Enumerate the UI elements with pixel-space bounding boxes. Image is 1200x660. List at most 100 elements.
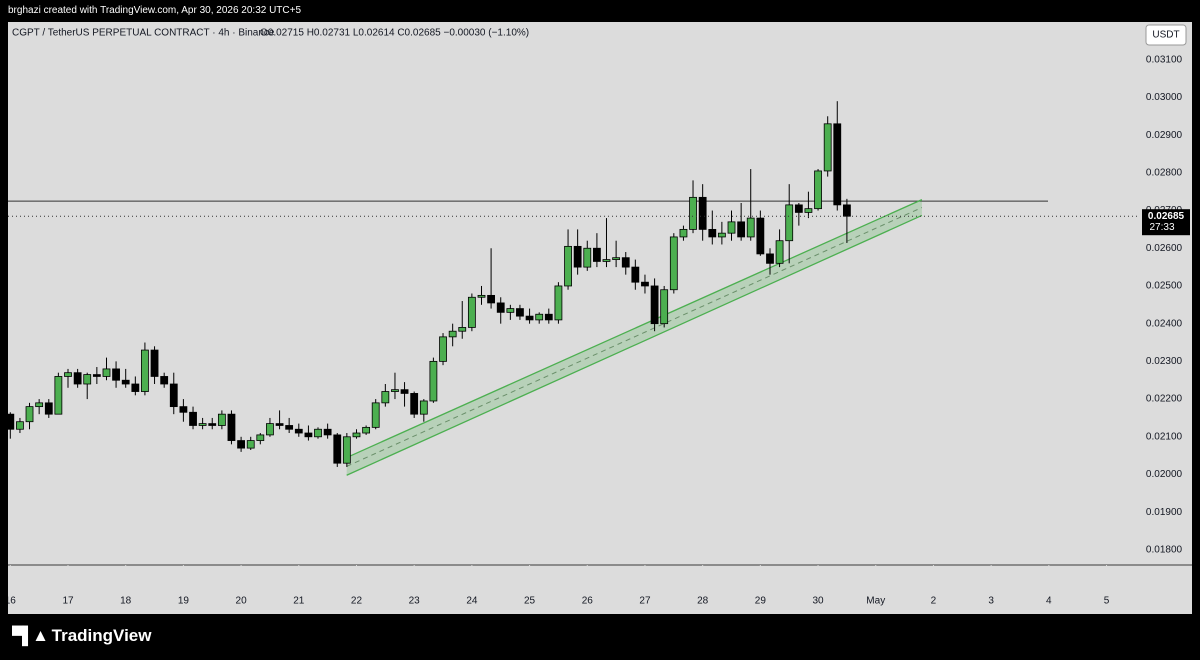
- countdown: 27:33: [1149, 222, 1174, 233]
- x-tick-label: 26: [582, 596, 594, 607]
- x-tick-label: 30: [812, 596, 824, 607]
- candle-body: [621, 257, 630, 268]
- y-tick-label: 0.02300: [1146, 356, 1183, 367]
- candle-body: [525, 315, 534, 321]
- candle-body: [516, 308, 524, 317]
- candle-body: [362, 426, 371, 434]
- y-tick-label: 0.03100: [1146, 54, 1183, 65]
- candle-body: [227, 413, 236, 441]
- currency-box[interactable]: [1145, 24, 1187, 46]
- candle-body: [410, 393, 419, 415]
- y-tick-label: 0.03000: [1146, 92, 1183, 103]
- header: brghazi created with TradingView.com, Ap…: [8, 5, 302, 16]
- candle-body: [246, 440, 255, 449]
- logo: ▀▌▲: [12, 626, 49, 645]
- candle-body: [794, 204, 803, 213]
- candle-body: [314, 428, 322, 438]
- brand-text: TradingView: [51, 626, 152, 645]
- candle-body: [477, 294, 486, 298]
- x-tick-label: 27: [639, 596, 651, 607]
- candle-body: [612, 257, 621, 260]
- candle-body: [708, 228, 717, 238]
- candle-body: [554, 285, 563, 321]
- candle-body: [342, 436, 351, 464]
- y-tick-label: 0.02400: [1146, 318, 1183, 329]
- ohlc-legend: O0.02715 H0.02731 L0.02614 C0.02685 −0.0…: [260, 28, 529, 39]
- candle-body: [429, 360, 438, 402]
- candle-body: [92, 374, 101, 377]
- candle-body: [573, 245, 582, 268]
- x-tick-label: 20: [236, 596, 248, 607]
- last-price-badge: [1142, 209, 1190, 236]
- candle-body: [169, 383, 178, 408]
- chart-bg: [8, 22, 1192, 614]
- candle-body: [141, 349, 149, 392]
- candle-body: [179, 406, 188, 413]
- candle-body: [448, 330, 457, 338]
- candle-body: [8, 413, 15, 430]
- y-tick-label: 0.01800: [1146, 545, 1183, 556]
- candle-body: [275, 423, 284, 426]
- candle-body: [83, 374, 92, 385]
- candle-body: [756, 217, 765, 255]
- candle-body: [823, 123, 832, 172]
- candle-body: [371, 402, 380, 428]
- candle-body: [150, 349, 159, 377]
- x-tick-label: 29: [755, 596, 767, 607]
- candle-body: [717, 232, 726, 238]
- y-tick-label: 0.02200: [1146, 394, 1183, 405]
- candle-body: [583, 247, 592, 268]
- currency[interactable]: USDT: [1152, 30, 1179, 41]
- candle-body: [689, 196, 697, 230]
- candle-body: [25, 406, 34, 423]
- x-tick-label: 2: [931, 596, 937, 607]
- candle-body: [285, 425, 294, 430]
- candle-body: [535, 313, 544, 321]
- candle-body: [439, 336, 447, 362]
- candle-body: [73, 372, 82, 385]
- candle-body: [237, 440, 245, 449]
- candle-body: [54, 376, 63, 415]
- candle-body: [102, 368, 111, 377]
- channel-midline: [346, 207, 923, 467]
- x-tick-label: 19: [178, 596, 190, 607]
- candle-body: [16, 421, 24, 430]
- x-tick-label: 23: [409, 596, 421, 607]
- x-tick-label: 24: [466, 596, 478, 607]
- candle-body: [746, 217, 755, 238]
- candle-body: [189, 411, 197, 426]
- candle-body: [323, 428, 332, 436]
- candle-body: [217, 413, 226, 426]
- candle-body: [294, 428, 303, 434]
- candle-body: [198, 423, 207, 426]
- candle-body: [112, 368, 120, 381]
- candle-body: [641, 281, 649, 287]
- candle-body: [419, 400, 428, 415]
- candle-body: [833, 123, 842, 206]
- symbol: CGPT / TetherUS PERPETUAL CONTRACT · 4h …: [12, 28, 275, 39]
- y-tick-label: 0.02900: [1146, 130, 1183, 141]
- y-tick-label: 0.02800: [1146, 167, 1183, 178]
- candle-body: [64, 372, 72, 377]
- x-tick-label: 25: [524, 596, 536, 607]
- x-tick-label: 4: [1046, 596, 1052, 607]
- candle-body: [775, 240, 784, 264]
- candle-body: [669, 236, 678, 291]
- candle-body: [650, 285, 659, 325]
- candle-body: [44, 402, 53, 415]
- candle-body: [804, 208, 813, 213]
- candle-body: [737, 221, 746, 238]
- candle-body: [391, 389, 399, 392]
- last-price: 0.02685: [1148, 211, 1185, 222]
- candle-body: [766, 253, 774, 264]
- x-tick-label: 18: [120, 596, 132, 607]
- candle-body: [352, 432, 361, 438]
- candle-body: [843, 204, 851, 217]
- candle-body: [160, 376, 169, 385]
- candle-body: [698, 196, 707, 230]
- candle-body: [333, 434, 342, 464]
- candle-body: [660, 289, 669, 325]
- x-tick-label: 3: [988, 596, 994, 607]
- candle-body: [458, 327, 467, 332]
- chart: CGPT / TetherUS PERPETUAL CONTRACT · 4h …: [8, 22, 1192, 614]
